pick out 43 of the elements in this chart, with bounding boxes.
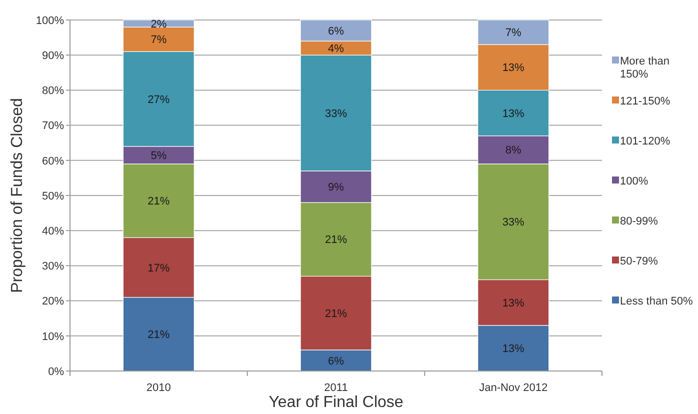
data-label: 7% bbox=[505, 27, 522, 40]
data-label: 21% bbox=[324, 234, 348, 246]
y-tick-label: 40% bbox=[42, 225, 64, 238]
y-tick-label: 60% bbox=[42, 155, 64, 168]
x-tick-label: 2011 bbox=[324, 382, 348, 394]
legend-label: 101-120% bbox=[620, 135, 670, 148]
y-tick-label: 70% bbox=[42, 120, 64, 132]
y-axis-title: Proportion of Funds Closed bbox=[9, 98, 26, 293]
legend-label: 121-150% bbox=[620, 95, 670, 108]
x-axis-title: Year of Final Close bbox=[268, 394, 404, 411]
data-label: 8% bbox=[505, 144, 522, 157]
data-label: 13% bbox=[502, 297, 525, 310]
data-label: 6% bbox=[328, 355, 344, 368]
data-label: 4% bbox=[328, 42, 344, 55]
data-label: 9% bbox=[328, 182, 344, 194]
y-tick-label: 20% bbox=[42, 296, 64, 308]
data-label: 33% bbox=[502, 216, 525, 229]
legend-label: Less than 50% bbox=[620, 295, 693, 308]
data-label: 21% bbox=[148, 328, 170, 341]
legend-label: More than 150% bbox=[620, 55, 670, 81]
legend-label: 80-99% bbox=[620, 215, 658, 228]
y-tick-label: 100% bbox=[36, 14, 64, 27]
data-label: 27% bbox=[148, 94, 170, 106]
data-label: 21% bbox=[324, 308, 348, 320]
data-label: 17% bbox=[148, 262, 170, 274]
y-tick-label: 0% bbox=[48, 366, 64, 378]
data-label: 5% bbox=[150, 150, 167, 162]
data-label: 13% bbox=[502, 343, 525, 356]
y-tick-label: 10% bbox=[42, 330, 64, 343]
data-label: 13% bbox=[502, 108, 525, 120]
y-tick-label: 80% bbox=[42, 85, 64, 98]
y-tick-label: 90% bbox=[42, 50, 64, 62]
data-label: 21% bbox=[148, 196, 170, 208]
data-label: 6% bbox=[328, 25, 344, 38]
x-tick-label: 2010 bbox=[146, 382, 171, 394]
data-label: 33% bbox=[324, 108, 348, 120]
legend-label: 50-79% bbox=[620, 255, 658, 268]
y-tick-label: 30% bbox=[42, 260, 64, 273]
legend-label: 100% bbox=[620, 175, 648, 188]
data-label: 7% bbox=[150, 34, 167, 46]
data-label: 13% bbox=[502, 62, 525, 74]
x-tick-label: Jan-Nov 2012 bbox=[479, 382, 548, 394]
y-tick-label: 50% bbox=[42, 190, 64, 202]
